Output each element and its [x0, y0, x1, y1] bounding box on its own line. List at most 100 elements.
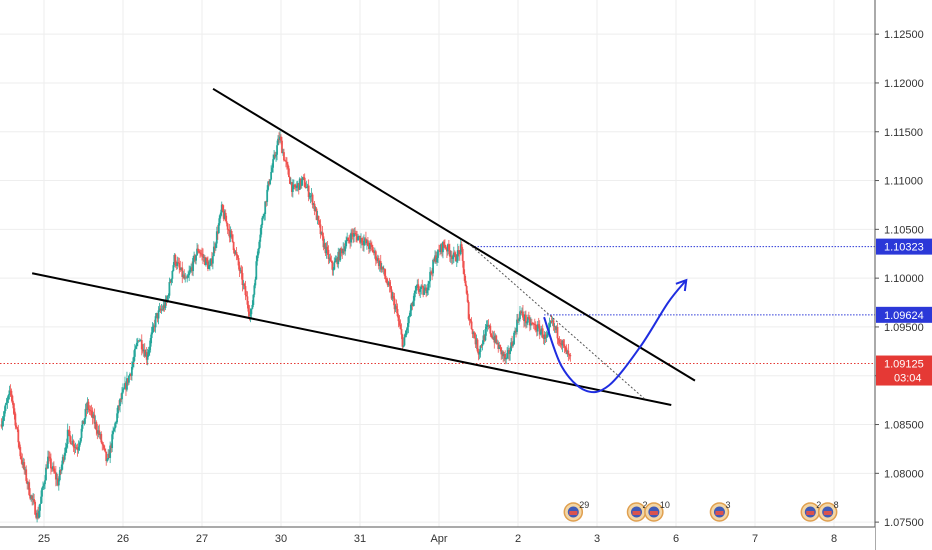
candle-body [468, 318, 471, 321]
candle-body [552, 320, 555, 327]
candle-body [279, 136, 281, 140]
candle-body [515, 330, 517, 332]
candle-body [404, 334, 407, 338]
candle-body [228, 230, 231, 238]
candle-body [411, 303, 414, 306]
candle-body [353, 233, 355, 237]
candle-body [432, 259, 434, 274]
candle-body [302, 177, 305, 178]
candle-body [489, 325, 492, 334]
candle-body [13, 408, 16, 414]
candle-body [5, 402, 8, 405]
candle-body [195, 255, 197, 261]
candle-body [381, 266, 384, 270]
candle-body [548, 323, 551, 328]
candle-body [245, 295, 248, 297]
candle-body [118, 405, 120, 407]
candle-body [436, 257, 438, 263]
candle-body [506, 352, 509, 359]
price-axis-bg [875, 0, 932, 550]
candle-body [507, 350, 510, 353]
candle-body [306, 185, 309, 188]
candle-body [454, 254, 457, 262]
candle-body [355, 233, 357, 236]
candle-body [235, 252, 238, 256]
candle-body [315, 208, 318, 220]
candle-body [512, 344, 514, 346]
candle-body [98, 430, 101, 435]
candle-body [25, 469, 28, 481]
x-tick-label: 7 [752, 533, 758, 545]
candle-body [303, 177, 306, 187]
candle-body [181, 267, 184, 277]
candle-body [254, 279, 257, 286]
candle-body [347, 237, 350, 241]
candle-body [363, 240, 365, 246]
candle-body [143, 349, 146, 357]
candle-body [172, 265, 175, 271]
dotted-projection [468, 243, 647, 401]
candle-body [115, 422, 117, 424]
event-badges[interactable]: 29 2 10 3 2 8 [563, 500, 839, 522]
candle-body [255, 261, 258, 280]
candle-body [326, 246, 329, 250]
candle-body [289, 182, 292, 184]
candle-body [145, 352, 148, 360]
candle-body [154, 316, 157, 328]
candle-body [131, 362, 134, 367]
candle-body [221, 204, 224, 211]
candle-body [173, 254, 176, 266]
candle-body [50, 458, 52, 469]
candle-body [327, 249, 330, 259]
candle-body [399, 324, 402, 330]
candle-body [82, 420, 85, 424]
candle-body [44, 480, 46, 485]
candle-body [391, 296, 394, 299]
candle-body [456, 250, 459, 261]
candle-body [157, 310, 160, 319]
candle-body [320, 231, 323, 235]
candle-body [550, 321, 553, 322]
candle-body [453, 252, 456, 255]
candle-body [346, 237, 349, 242]
x-tick-label: 27 [196, 533, 208, 545]
candle-body [494, 335, 497, 343]
candle-body [222, 210, 225, 219]
candle-body [523, 317, 525, 322]
candle-body [298, 178, 301, 190]
candle-body [358, 236, 360, 237]
x-tick-label: 6 [673, 533, 679, 545]
projection-arrow [543, 279, 688, 394]
candle-body [290, 182, 293, 192]
candle-body [537, 324, 540, 326]
candle-body [159, 308, 162, 311]
candle-body [14, 413, 17, 426]
candle-body [63, 452, 66, 460]
candle-body [197, 248, 199, 251]
candle-body [116, 413, 118, 423]
candle-body [213, 246, 216, 249]
candle-body [69, 436, 72, 444]
candle-body [474, 337, 477, 345]
candle-body [201, 253, 203, 255]
candle-body [124, 383, 126, 389]
candle-body [496, 342, 499, 344]
candle-body [435, 255, 437, 263]
candle-body [477, 351, 480, 355]
candle-body [467, 301, 470, 319]
candle-body [123, 388, 125, 390]
candle-body [262, 216, 265, 218]
candle-body [392, 296, 395, 299]
candle-body [189, 269, 192, 273]
x-tick-label: 3 [594, 533, 600, 545]
candle-body [149, 338, 152, 347]
candle-body [400, 329, 403, 335]
candle-body [313, 203, 316, 211]
candle-body [459, 244, 462, 255]
candle-body [425, 287, 428, 294]
candle-body [529, 322, 532, 326]
candle-body [352, 233, 354, 237]
candle-body [233, 250, 236, 254]
candle-body [160, 309, 163, 311]
